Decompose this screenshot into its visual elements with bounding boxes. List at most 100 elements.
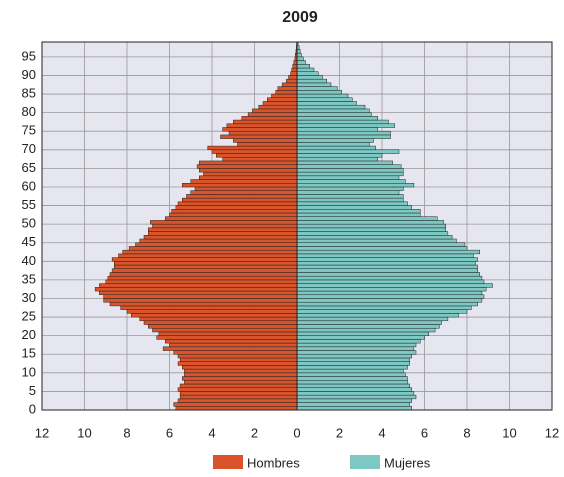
bar: [263, 101, 297, 105]
bar: [223, 127, 297, 131]
bar: [297, 213, 420, 217]
bar: [297, 198, 403, 202]
bar: [297, 176, 399, 180]
bar: [297, 202, 408, 206]
y-tick-label: 95: [22, 48, 36, 63]
y-tick-label: 20: [22, 327, 36, 342]
bar: [297, 105, 365, 109]
bar: [121, 306, 297, 310]
bar: [176, 206, 297, 210]
y-tick-label: 70: [22, 141, 36, 156]
bar: [216, 154, 297, 158]
bar: [297, 258, 478, 262]
x-tick-label: 4: [378, 425, 385, 440]
x-tick-label: 6: [421, 425, 428, 440]
bar: [104, 298, 297, 302]
bar: [297, 313, 459, 317]
bar: [297, 101, 357, 105]
x-tick-label: 0: [293, 425, 300, 440]
bar: [297, 265, 478, 269]
bar: [297, 224, 446, 228]
x-tick-label: 8: [463, 425, 470, 440]
bar: [297, 239, 456, 243]
legend-label: Mujeres: [384, 455, 431, 470]
bar: [297, 291, 482, 295]
bar: [297, 120, 388, 124]
bar: [297, 194, 403, 198]
bar: [297, 246, 467, 250]
bar: [297, 161, 393, 165]
bar: [297, 332, 429, 336]
bar: [297, 109, 369, 113]
y-tick-label: 40: [22, 253, 36, 268]
bar: [182, 198, 297, 202]
bar: [127, 310, 297, 314]
bar: [180, 395, 297, 399]
bar: [289, 75, 298, 79]
bar: [267, 98, 297, 102]
bar: [297, 124, 395, 128]
x-tick-label: 6: [166, 425, 173, 440]
bar: [238, 142, 298, 146]
bar: [297, 269, 478, 273]
bar: [157, 336, 297, 340]
y-tick-label: 65: [22, 160, 36, 175]
bar: [297, 373, 405, 377]
y-tick-label: 50: [22, 216, 36, 231]
bar: [297, 75, 323, 79]
bar: [297, 295, 484, 299]
bar: [297, 399, 412, 403]
bar: [297, 90, 342, 94]
bar: [297, 135, 391, 139]
bar: [297, 139, 374, 143]
bar: [178, 388, 297, 392]
bar: [297, 235, 452, 239]
bar: [286, 79, 297, 83]
bar: [191, 191, 297, 195]
y-tick-label: 10: [22, 364, 36, 379]
bar: [297, 391, 414, 395]
legend-swatch: [213, 455, 243, 469]
bar: [278, 87, 297, 91]
y-tick-label: 0: [29, 401, 36, 416]
bar: [144, 321, 297, 325]
bar: [110, 272, 297, 276]
bar: [131, 313, 297, 317]
bar: [180, 384, 297, 388]
bar: [227, 124, 297, 128]
bar: [178, 354, 297, 358]
bar: [291, 72, 297, 76]
bar: [297, 395, 416, 399]
bar: [165, 339, 297, 343]
bar: [297, 53, 301, 57]
bar: [297, 83, 331, 87]
bar: [178, 202, 297, 206]
bar: [297, 94, 348, 98]
bar: [297, 347, 414, 351]
bar: [297, 321, 442, 325]
bar: [184, 369, 297, 373]
bar: [297, 142, 369, 146]
bar: [297, 131, 391, 135]
bar: [293, 64, 297, 68]
bar: [221, 135, 298, 139]
bar: [150, 220, 297, 224]
bar: [252, 109, 297, 113]
y-tick-label: 25: [22, 309, 36, 324]
bar: [276, 90, 297, 94]
bar: [297, 79, 327, 83]
bar: [129, 246, 297, 250]
bar: [297, 220, 444, 224]
bar: [297, 317, 448, 321]
bar: [112, 258, 297, 262]
bar: [242, 116, 297, 120]
bar: [297, 232, 448, 236]
bar: [123, 250, 297, 254]
y-tick-label: 80: [22, 104, 36, 119]
bar: [297, 403, 410, 407]
x-tick-label: 4: [208, 425, 215, 440]
bar: [184, 380, 297, 384]
x-tick-label: 2: [336, 425, 343, 440]
bar: [297, 168, 403, 172]
